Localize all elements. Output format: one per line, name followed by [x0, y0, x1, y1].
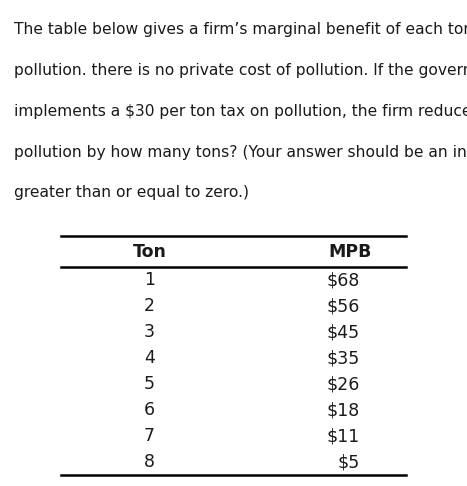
- Text: 4: 4: [144, 349, 155, 367]
- Text: 6: 6: [144, 401, 155, 419]
- Text: pollution by how many tons? (Your answer should be an integer: pollution by how many tons? (Your answer…: [14, 144, 467, 159]
- Text: $56: $56: [326, 297, 360, 315]
- Text: $26: $26: [326, 375, 360, 393]
- Text: pollution. there is no private cost of pollution. If the government: pollution. there is no private cost of p…: [14, 63, 467, 78]
- Text: 2: 2: [144, 297, 155, 315]
- Text: The table below gives a firm’s marginal benefit of each ton of: The table below gives a firm’s marginal …: [14, 22, 467, 37]
- Text: $5: $5: [337, 453, 360, 471]
- Text: 5: 5: [144, 375, 155, 393]
- Text: Ton: Ton: [133, 243, 166, 260]
- Text: $68: $68: [326, 271, 360, 289]
- Text: implements a $30 per ton tax on pollution, the firm reduces its: implements a $30 per ton tax on pollutio…: [14, 104, 467, 119]
- Text: MPB: MPB: [329, 243, 372, 260]
- Text: $11: $11: [326, 427, 360, 445]
- Text: 1: 1: [144, 271, 155, 289]
- Text: 3: 3: [144, 323, 155, 341]
- Text: greater than or equal to zero.): greater than or equal to zero.): [14, 186, 249, 200]
- Text: $45: $45: [326, 323, 360, 341]
- Text: $35: $35: [326, 349, 360, 367]
- Text: 7: 7: [144, 427, 155, 445]
- Text: $18: $18: [326, 401, 360, 419]
- Text: 8: 8: [144, 453, 155, 471]
